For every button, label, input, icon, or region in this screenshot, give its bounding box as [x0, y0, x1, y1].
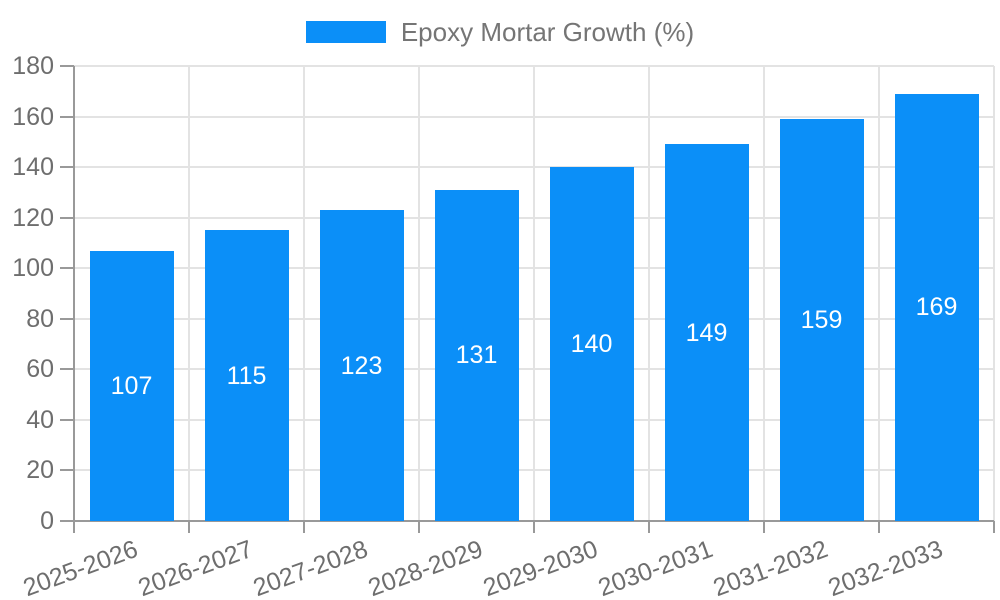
x-gridline: [993, 66, 995, 521]
y-tick: [60, 216, 74, 219]
x-gridline: [303, 66, 305, 521]
y-axis-label: 60: [26, 355, 54, 384]
y-axis-label: 100: [12, 254, 54, 283]
y-axis-label: 40: [26, 405, 54, 434]
y-axis-label: 20: [26, 456, 54, 485]
x-tick: [533, 521, 535, 533]
x-tick: [188, 521, 190, 533]
bar-value-label: 123: [340, 351, 383, 380]
bar-value-label: 107: [110, 371, 153, 400]
y-axis-line: [73, 66, 75, 521]
y-tick: [60, 65, 74, 67]
x-axis-label: 2027-2028: [249, 534, 372, 600]
x-gridline: [648, 66, 650, 521]
x-gridline: [188, 66, 190, 521]
bar-2026-2027[interactable]: [204, 230, 289, 521]
y-tick: [60, 469, 74, 472]
bar-2027-2028[interactable]: [319, 210, 404, 521]
y-axis-label: 160: [12, 102, 54, 131]
x-tick: [763, 521, 765, 533]
x-axis-label: 2026-2027: [134, 534, 257, 600]
bar-2031-2032[interactable]: [779, 119, 864, 521]
bar-value-label: 131: [455, 341, 498, 370]
x-tick: [878, 521, 880, 533]
x-axis-label: 2029-2030: [479, 534, 602, 600]
bar-2025-2026[interactable]: [89, 250, 174, 521]
bar-value-label: 140: [570, 330, 613, 359]
y-tick: [60, 115, 74, 118]
y-tick: [60, 166, 74, 169]
x-axis-label: 2032-2033: [824, 534, 947, 600]
bar-2029-2030[interactable]: [549, 167, 634, 521]
bar-value-label: 115: [226, 361, 267, 390]
x-gridline: [418, 66, 420, 521]
x-gridline: [878, 66, 880, 521]
x-tick: [993, 521, 995, 533]
y-tick: [60, 267, 74, 270]
y-axis-label: 80: [26, 304, 54, 333]
bar-2028-2029[interactable]: [434, 189, 519, 521]
x-axis-label: 2030-2031: [594, 534, 717, 600]
x-axis-label: 2025-2026: [19, 534, 142, 600]
y-axis-label: 0: [40, 507, 54, 535]
legend: Epoxy Mortar Growth (%): [0, 17, 1000, 47]
y-axis-label: 180: [12, 52, 54, 80]
y-tick: [60, 317, 74, 320]
legend-label[interactable]: Epoxy Mortar Growth (%): [400, 17, 695, 47]
bar-2030-2031[interactable]: [664, 144, 749, 521]
legend-swatch[interactable]: [305, 21, 386, 43]
bar-value-label: 169: [915, 293, 958, 322]
x-tick: [73, 521, 75, 533]
x-axis-label: 2028-2029: [364, 534, 487, 600]
x-tick: [303, 521, 305, 533]
y-axis-label: 120: [12, 203, 54, 232]
x-axis-label: 2031-2032: [709, 534, 832, 600]
x-tick: [648, 521, 650, 533]
y-tick: [60, 418, 74, 421]
bar-value-label: 149: [685, 318, 728, 347]
x-axis-line: [74, 520, 994, 522]
y-tick: [60, 520, 74, 522]
y-axis-label: 140: [12, 153, 54, 182]
x-tick: [418, 521, 420, 533]
bar-2032-2033[interactable]: [894, 93, 979, 521]
bar-value-label: 159: [800, 306, 843, 335]
x-gridline: [533, 66, 535, 521]
x-gridline: [763, 66, 765, 521]
y-tick: [60, 368, 74, 371]
